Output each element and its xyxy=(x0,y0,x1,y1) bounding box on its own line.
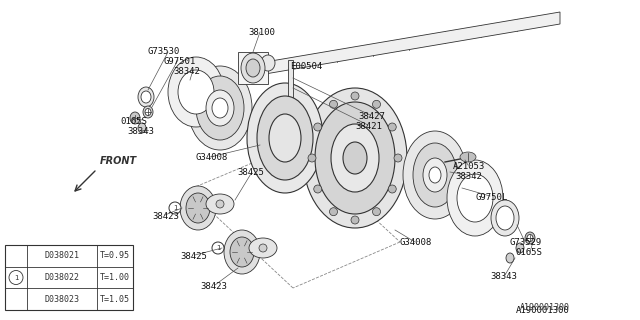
Ellipse shape xyxy=(246,59,260,77)
Ellipse shape xyxy=(206,194,234,214)
Ellipse shape xyxy=(269,114,301,162)
Circle shape xyxy=(169,202,181,214)
Ellipse shape xyxy=(315,102,395,214)
Ellipse shape xyxy=(516,243,524,253)
Ellipse shape xyxy=(249,238,277,258)
Text: 38343: 38343 xyxy=(490,272,517,281)
Circle shape xyxy=(372,100,381,108)
Bar xyxy=(288,60,293,98)
Ellipse shape xyxy=(230,237,254,267)
Text: G73530: G73530 xyxy=(148,47,180,56)
Text: FRONT: FRONT xyxy=(100,156,137,166)
Circle shape xyxy=(212,242,224,254)
Text: D038023: D038023 xyxy=(45,295,79,304)
Text: A190001300: A190001300 xyxy=(520,303,570,312)
Ellipse shape xyxy=(496,206,514,230)
Ellipse shape xyxy=(525,232,535,244)
Text: G34008: G34008 xyxy=(195,153,227,162)
Ellipse shape xyxy=(138,123,146,133)
Text: D038021: D038021 xyxy=(45,251,79,260)
Bar xyxy=(5,245,133,310)
Ellipse shape xyxy=(447,160,503,236)
Text: G34008: G34008 xyxy=(400,238,432,247)
Text: 1: 1 xyxy=(13,275,19,281)
Ellipse shape xyxy=(257,96,313,180)
Circle shape xyxy=(314,185,322,193)
Ellipse shape xyxy=(303,88,407,228)
Ellipse shape xyxy=(138,87,154,107)
Text: A21053: A21053 xyxy=(453,162,485,171)
Ellipse shape xyxy=(413,143,457,207)
Circle shape xyxy=(388,185,396,193)
Text: 38423: 38423 xyxy=(200,282,227,291)
Text: A190001300: A190001300 xyxy=(516,306,570,315)
Text: G73529: G73529 xyxy=(510,238,542,247)
Circle shape xyxy=(394,154,402,162)
Ellipse shape xyxy=(141,91,151,103)
Ellipse shape xyxy=(178,70,214,114)
Ellipse shape xyxy=(331,124,379,192)
Circle shape xyxy=(388,123,396,131)
Ellipse shape xyxy=(247,83,323,193)
Text: G97501: G97501 xyxy=(163,57,195,66)
Ellipse shape xyxy=(168,57,224,127)
Circle shape xyxy=(314,123,322,131)
Ellipse shape xyxy=(460,152,476,162)
Bar xyxy=(238,52,268,84)
Text: 38423: 38423 xyxy=(152,212,179,221)
Ellipse shape xyxy=(188,66,252,150)
Text: E00504: E00504 xyxy=(290,62,323,71)
Ellipse shape xyxy=(261,55,275,71)
Ellipse shape xyxy=(429,167,441,183)
Ellipse shape xyxy=(423,158,447,192)
Ellipse shape xyxy=(145,108,151,116)
Text: 0165S: 0165S xyxy=(120,117,147,126)
Ellipse shape xyxy=(241,53,265,83)
Text: 38343: 38343 xyxy=(127,127,154,136)
Ellipse shape xyxy=(180,186,216,230)
Circle shape xyxy=(9,270,23,284)
Ellipse shape xyxy=(491,200,519,236)
Text: 38342: 38342 xyxy=(173,67,200,76)
Text: T=0.95: T=0.95 xyxy=(100,251,130,260)
Circle shape xyxy=(308,154,316,162)
Circle shape xyxy=(351,92,359,100)
Ellipse shape xyxy=(403,131,467,219)
Polygon shape xyxy=(265,12,560,74)
Text: D038022: D038022 xyxy=(45,273,79,282)
Circle shape xyxy=(372,208,381,216)
Ellipse shape xyxy=(196,76,244,140)
Text: 1: 1 xyxy=(173,205,177,211)
Text: 1: 1 xyxy=(216,245,220,251)
Text: T=1.00: T=1.00 xyxy=(100,273,130,282)
Text: 38100: 38100 xyxy=(248,28,275,37)
Text: 38427: 38427 xyxy=(358,112,385,121)
Ellipse shape xyxy=(457,174,493,222)
Text: 0165S: 0165S xyxy=(515,248,542,257)
Ellipse shape xyxy=(130,112,140,124)
Ellipse shape xyxy=(212,98,228,118)
Circle shape xyxy=(351,216,359,224)
Text: G9750L: G9750L xyxy=(476,193,508,202)
Ellipse shape xyxy=(527,235,533,242)
Ellipse shape xyxy=(506,253,514,263)
Ellipse shape xyxy=(186,193,210,223)
Text: T=1.05: T=1.05 xyxy=(100,295,130,304)
Text: 38425: 38425 xyxy=(180,252,207,261)
Text: 38425: 38425 xyxy=(237,168,264,177)
Text: 38421: 38421 xyxy=(355,122,382,131)
Ellipse shape xyxy=(206,90,234,126)
Circle shape xyxy=(330,208,337,216)
Ellipse shape xyxy=(143,106,153,118)
Text: 38342: 38342 xyxy=(455,172,482,181)
Circle shape xyxy=(259,244,267,252)
Circle shape xyxy=(330,100,337,108)
Ellipse shape xyxy=(343,142,367,174)
Circle shape xyxy=(216,200,224,208)
Ellipse shape xyxy=(224,230,260,274)
